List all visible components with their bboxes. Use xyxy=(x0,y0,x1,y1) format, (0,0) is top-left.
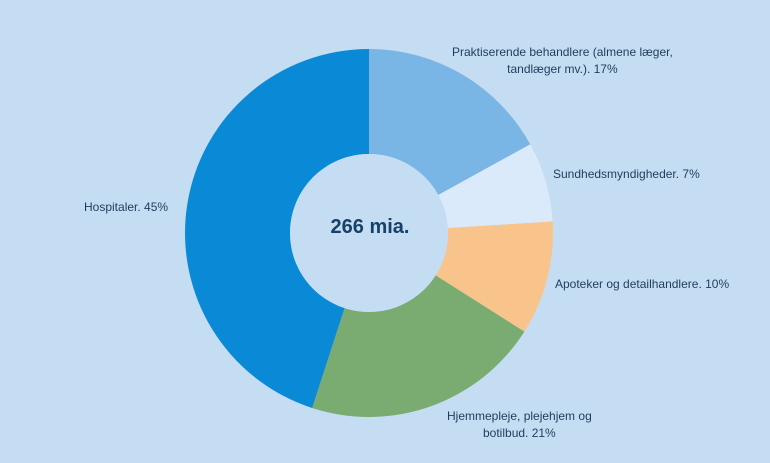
center-total-label: 266 mia. xyxy=(330,216,410,238)
slice-sundhedsmyndigheder xyxy=(438,144,553,229)
slice-apoteker xyxy=(435,221,553,332)
slice-label-hospitaler: Hospitaler. 45% xyxy=(84,200,169,214)
slice-label-praktiserende: Praktiserende behandlere (almene læger, … xyxy=(452,45,673,76)
slice-label-apoteker: Apoteker og detailhandlere. 10% xyxy=(555,277,730,291)
slice-label-sundhedsmyndigheder: Sundhedsmyndigheder. 7% xyxy=(553,167,700,181)
slice-label-hjemmepleje: Hjemmepleje, plejehjem og botilbud. 21% xyxy=(447,409,592,440)
slice-hospitaler xyxy=(185,49,369,408)
slice-hjemmepleje xyxy=(312,275,525,417)
donut-hole xyxy=(290,154,448,312)
slice-praktiserende xyxy=(369,49,531,195)
